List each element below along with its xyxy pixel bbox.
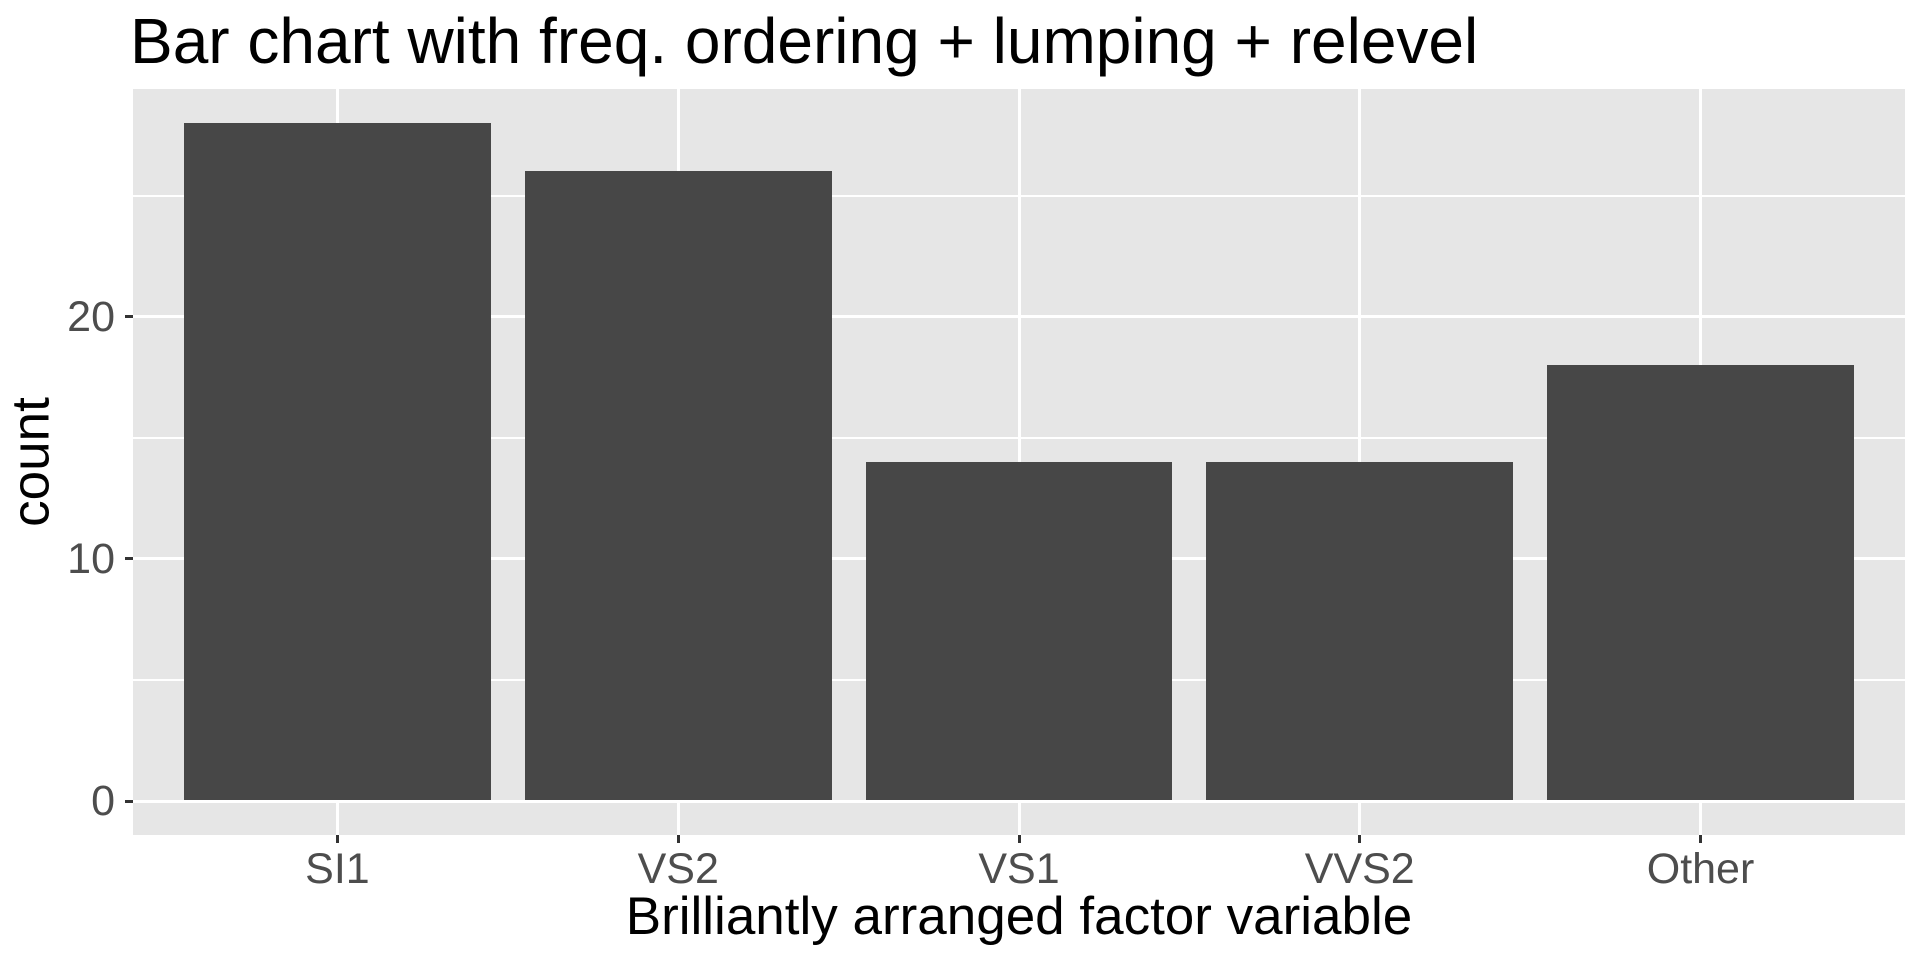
- x-tick-label-vs2: VS2: [637, 845, 719, 893]
- x-tick-mark-si1: [335, 835, 339, 843]
- y-axis-title: count: [1, 397, 61, 527]
- x-tick-label-other: Other: [1646, 845, 1755, 893]
- x-axis-title: Brilliantly arranged factor variable: [625, 887, 1413, 946]
- x-tick-label-vs1: VS1: [978, 845, 1060, 893]
- y-tick-label-20: 20: [67, 292, 115, 341]
- x-tick-mark-vs1: [1017, 835, 1021, 843]
- plot-title: Bar chart with freq. ordering + lumping …: [130, 5, 1479, 77]
- x-tick-label-vvs2: VVS2: [1304, 845, 1415, 893]
- bar-si1: [184, 122, 491, 800]
- y-tick-mark-20: [125, 315, 133, 319]
- y-tick-label-10: 10: [67, 534, 115, 583]
- bar-vs1: [865, 462, 1173, 800]
- y-tick-label-0: 0: [91, 777, 115, 826]
- y-tick-mark-0: [125, 799, 133, 803]
- x-tick-mark-vvs2: [1358, 835, 1362, 843]
- bar-vvs2: [1206, 462, 1514, 800]
- x-tick-mark-other: [1699, 835, 1703, 843]
- x-tick-label-si1: SI1: [305, 845, 370, 893]
- bar-vs2: [524, 171, 832, 800]
- plot-panel: [133, 89, 1905, 835]
- y-tick-mark-10: [125, 557, 133, 561]
- x-tick-mark-vs2: [676, 835, 680, 843]
- bar-other: [1547, 365, 1854, 800]
